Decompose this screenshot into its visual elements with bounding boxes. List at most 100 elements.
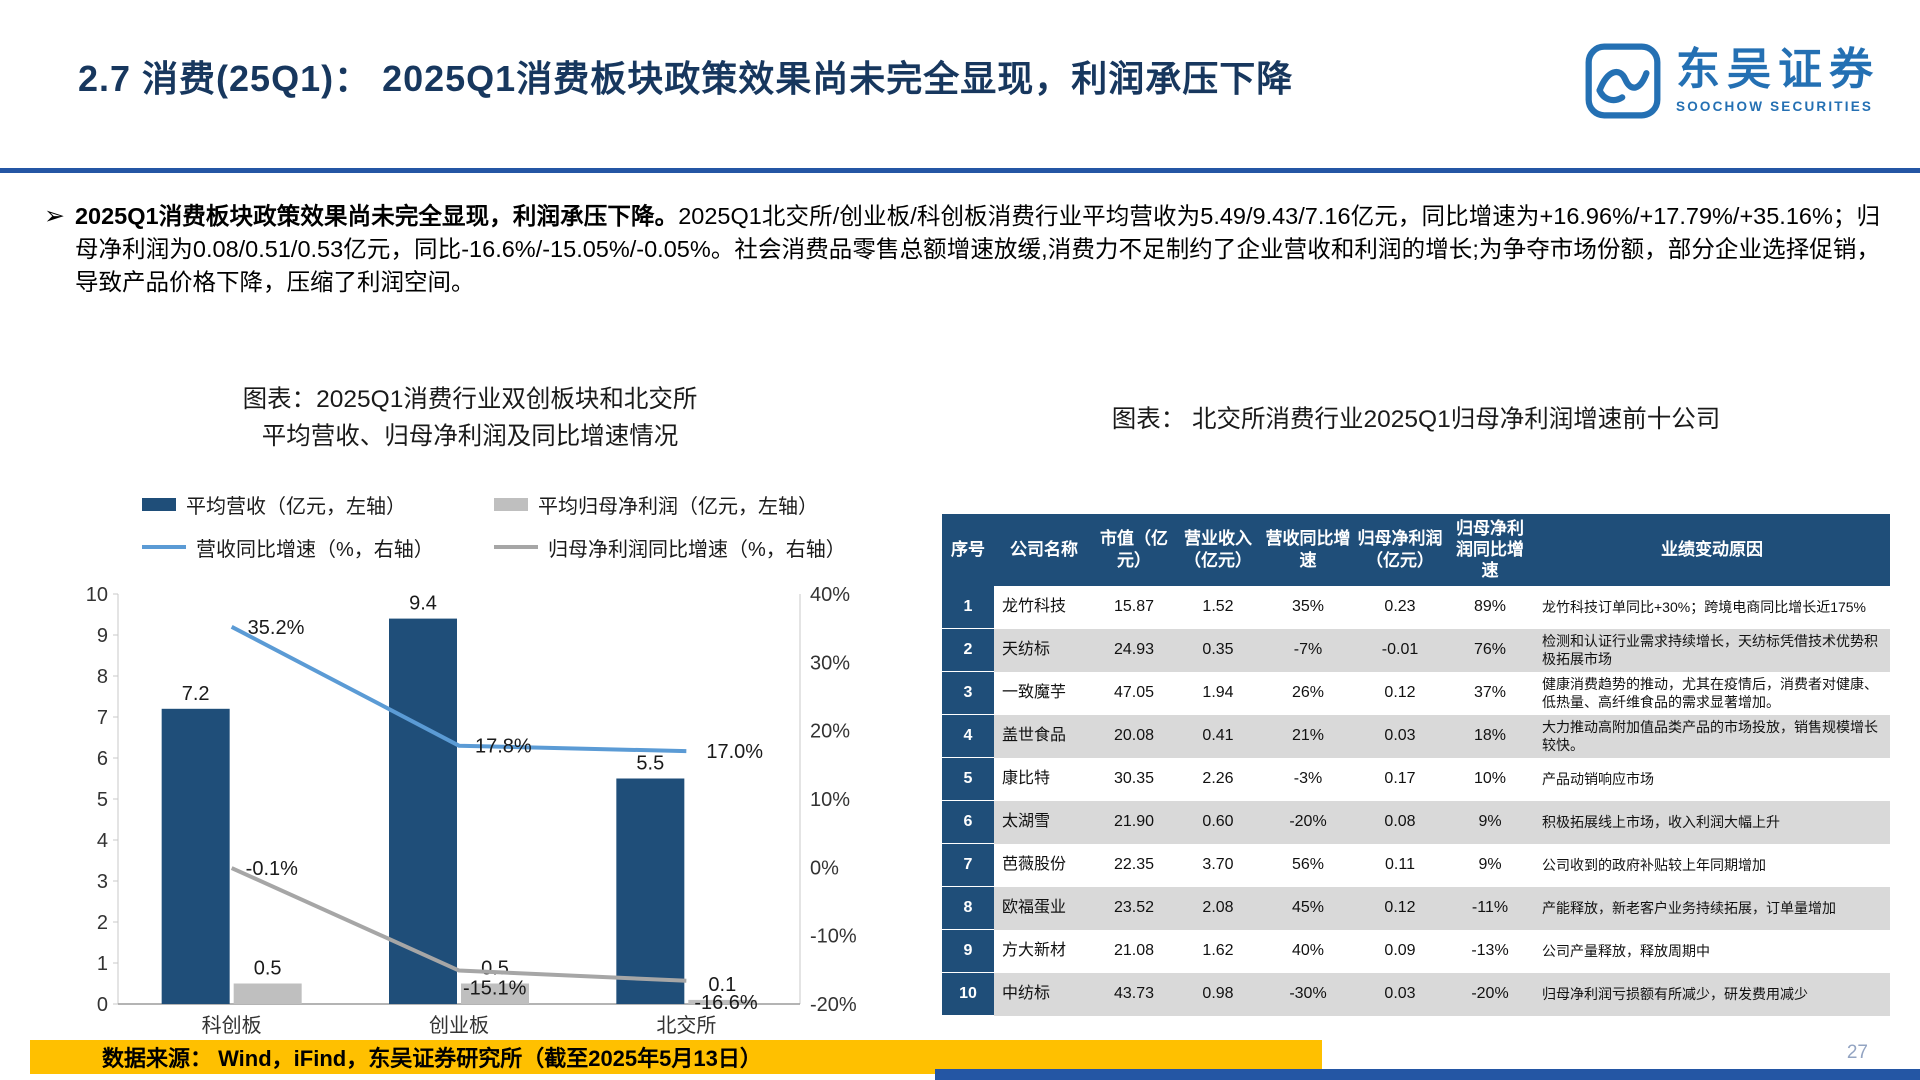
net-profit-yoy: 18% (1473, 727, 1507, 744)
summary-body: 2025Q1北交所/创业板/科创板消费行业平均营收为5.49/9.43/7.16… (74, 203, 1880, 295)
row-index: 3 (942, 671, 994, 715)
right-axis-tick: -20% (810, 994, 857, 1016)
table-row: 5 康比特 30.35 2.26 -3% 0.17 10% 产品动销响应市场 (942, 757, 1890, 801)
revenue-bar (389, 618, 457, 1004)
net-profit: 0.23 (1384, 598, 1416, 615)
source-bar: 数据来源： Wind，iFind，东吴证券研究所（截至2025年5月13日） (30, 1040, 1322, 1074)
legend-item: 归母净利润同比增速（%，右轴） (494, 533, 870, 562)
net-profit: 0.03 (1384, 727, 1416, 744)
net-profit: 0.09 (1384, 942, 1416, 959)
line-value-label: -0.1% (246, 858, 298, 880)
left-axis-tick: 3 (97, 871, 108, 893)
left-axis-tick: 7 (97, 707, 108, 729)
column-header: 公司名称 (994, 513, 1094, 586)
revenue: 0.60 (1202, 813, 1234, 830)
legend-line-swatch (142, 545, 186, 549)
table-row: 9 方大新材 21.08 1.62 40% 0.09 -13% 公司产量释放，释放周期中 (942, 929, 1890, 973)
table-row: 7 芭薇股份 22.35 3.70 56% 0.11 9% 公司收到的政府补贴较上年同期增加 (942, 843, 1890, 887)
table-row: 6 太湖雪 21.90 0.60 -20% 0.08 9% 积极拓展线上市场，收入利润大幅上升 (942, 800, 1890, 844)
profit-bar (688, 999, 757, 1004)
line-value-label: -16.6% (694, 991, 758, 1013)
change-reason: 产品动销响应市场 (1542, 770, 1654, 787)
right-axis-tick: 20% (810, 720, 850, 742)
left-axis-tick: 8 (97, 666, 108, 688)
left-axis-tick: 6 (97, 748, 108, 770)
legend-bar-swatch (494, 497, 528, 511)
revenue-yoy: 56% (1291, 856, 1325, 873)
right-axis-tick: 40% (810, 584, 850, 606)
net-profit: 0.17 (1384, 770, 1416, 787)
company-name: 太湖雪 (1002, 813, 1051, 830)
line-value-label: 17.0% (706, 741, 763, 763)
line-value-label: -15.1% (463, 977, 527, 999)
legend-label: 平均归母净利润（亿元，左轴） (538, 495, 818, 518)
revenue-growth-line (230, 624, 687, 753)
company-name: 盖世食品 (1002, 727, 1067, 744)
market-cap: 23.52 (1113, 899, 1155, 916)
line-value-label: 17.8% (475, 735, 532, 757)
company-name: 一致魔芋 (1002, 684, 1067, 701)
net-profit-yoy: 89% (1473, 598, 1507, 615)
net-profit: 0.12 (1384, 899, 1416, 916)
legend-item: 平均营收（亿元，左轴） (142, 490, 494, 519)
summary-lead: 2025Q1消费板块政策效果尚未完全显现，利润承压下降。 (74, 203, 679, 229)
legend-label: 营收同比增速（%，右轴） (196, 538, 434, 561)
bar-value-label: 9.4 (409, 592, 437, 614)
right-axis-tick: 10% (810, 789, 850, 811)
revenue: 2.08 (1202, 899, 1234, 916)
market-cap: 47.05 (1113, 684, 1155, 701)
page-title: 2.7 消费(25Q1)： 2025Q1消费板块政策效果尚未完全显现，利润承压下… (78, 58, 1294, 99)
net-profit: -0.01 (1381, 641, 1419, 658)
row-index: 7 (942, 843, 994, 887)
revenue-yoy: 35% (1291, 598, 1325, 615)
category-label: 创业板 (429, 1014, 489, 1037)
revenue: 1.62 (1202, 942, 1234, 959)
table-row: 3 一致魔芋 47.05 1.94 26% 0.12 37% 健康消费趋势的推动，尤其在疫情后… (942, 671, 1890, 715)
column-header: 业绩变动原因 (1534, 513, 1890, 586)
header-row: 序号 公司名称 市值（亿元） 营业收入（亿元） 营收同比增速 归母净利润（亿元） 归母净利润… (942, 513, 1890, 586)
column-header: 市值（亿元） (1094, 513, 1174, 586)
market-cap: 21.08 (1113, 942, 1155, 959)
table-title: 图表： 北交所消费行业2025Q1归母净利润增速前十公司 (1111, 406, 1721, 433)
company-name: 中纺标 (1002, 985, 1051, 1002)
company-table: 序号 公司名称 市值（亿元） 营业收入（亿元） 营收同比增速 归母净利润（亿元） 归母净利润… (942, 513, 1890, 1016)
company-name: 方大新材 (1002, 942, 1067, 959)
table-row: 2 天纺标 24.93 0.35 -7% -0.01 76% 检测和认证行业需求持续增长，天纺… (942, 628, 1890, 672)
company-name: 天纺标 (1002, 641, 1051, 658)
data-source-text: 数据来源： Wind，iFind，东吴证券研究所（截至2025年5月13日） (102, 1046, 762, 1071)
line-value-label: 35.2% (248, 616, 305, 638)
bar-value-label: 5.5 (636, 752, 664, 774)
profit-bar (233, 983, 302, 1004)
change-reason: 积极拓展线上市场，收入利润大幅上升 (1542, 813, 1780, 830)
market-cap: 30.35 (1113, 770, 1155, 787)
profit-growth-line (230, 865, 687, 983)
left-axis-tick: 1 (97, 953, 108, 975)
brand-text: 东吴证券 SOOCHOW SECURITIES (1676, 45, 1880, 115)
left-axis-tick: 5 (97, 789, 108, 811)
net-profit-yoy: -13% (1471, 942, 1509, 959)
row-index: 2 (942, 628, 994, 672)
revenue: 0.35 (1202, 641, 1234, 658)
net-profit: 0.08 (1384, 813, 1416, 830)
table-row: 10 中纺标 43.73 0.98 -30% 0.03 -20% 归母净利润亏损额有所减少，研… (942, 972, 1890, 1016)
chart-title-line1: 图表：2025Q1消费行业双创板块和北交所 (242, 386, 698, 413)
bar-value-label: 0.5 (254, 957, 282, 979)
column-header: 归母净利润同比增速 (1446, 513, 1534, 586)
bar-value-label: 7.2 (182, 682, 210, 704)
row-index: 5 (942, 757, 994, 801)
revenue-yoy: -20% (1289, 813, 1327, 830)
legend-bar-swatch (142, 497, 176, 511)
right-axis-tick: -10% (810, 925, 857, 947)
row-index: 10 (942, 972, 994, 1016)
profit-bar (461, 983, 529, 1004)
net-profit-yoy: -20% (1471, 985, 1509, 1002)
chart-legend: 平均营收（亿元，左轴） 平均归母净利润（亿元，左轴） 营收同比增速（%，右轴） 归母净… (70, 490, 870, 562)
change-reason: 检测和认证行业需求持续增长，天纺标凭借技术优势积极拓展市场 (1542, 632, 1878, 667)
change-reason: 归母净利润亏损额有所减少，研发费用减少 (1542, 985, 1808, 1002)
company-name: 芭薇股份 (1002, 856, 1067, 873)
change-reason: 产能释放，新老客户业务持续拓展，订单量增加 (1542, 899, 1836, 916)
column-header: 营收同比增速 (1262, 513, 1354, 586)
brand-name-cn: 东吴证券 (1676, 45, 1880, 94)
revenue: 2.26 (1202, 770, 1234, 787)
